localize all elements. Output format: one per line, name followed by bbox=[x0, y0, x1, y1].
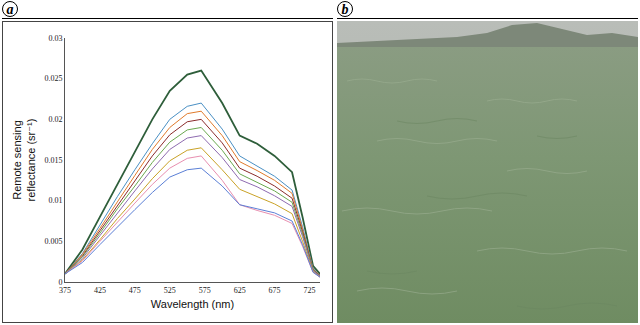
svg-text:0.015: 0.015 bbox=[44, 156, 62, 165]
html-text:a: a bbox=[6, 2, 14, 17]
svg-text:675: 675 bbox=[269, 286, 281, 295]
svg-text:Remote sensingreflectance (sr⁻: Remote sensingreflectance (sr⁻¹) bbox=[11, 119, 37, 202]
html-text:b: b bbox=[341, 2, 349, 17]
svg-text:0: 0 bbox=[58, 278, 62, 287]
svg-text:375: 375 bbox=[59, 286, 71, 295]
svg-text:0.025: 0.025 bbox=[44, 74, 62, 83]
svg-text:475: 475 bbox=[129, 286, 141, 295]
svg-text:525: 525 bbox=[164, 286, 176, 295]
svg-text:0.03: 0.03 bbox=[48, 34, 62, 43]
svg-text:625: 625 bbox=[234, 286, 246, 295]
svg-text:0.005: 0.005 bbox=[44, 237, 62, 246]
svg-text:0.02: 0.02 bbox=[48, 115, 62, 124]
svg-text:725: 725 bbox=[304, 286, 316, 295]
svg-text:425: 425 bbox=[94, 286, 106, 295]
svg-text:Wavelength (nm): Wavelength (nm) bbox=[151, 298, 234, 310]
svg-text:575: 575 bbox=[199, 286, 211, 295]
svg-text:0.01: 0.01 bbox=[48, 196, 62, 205]
